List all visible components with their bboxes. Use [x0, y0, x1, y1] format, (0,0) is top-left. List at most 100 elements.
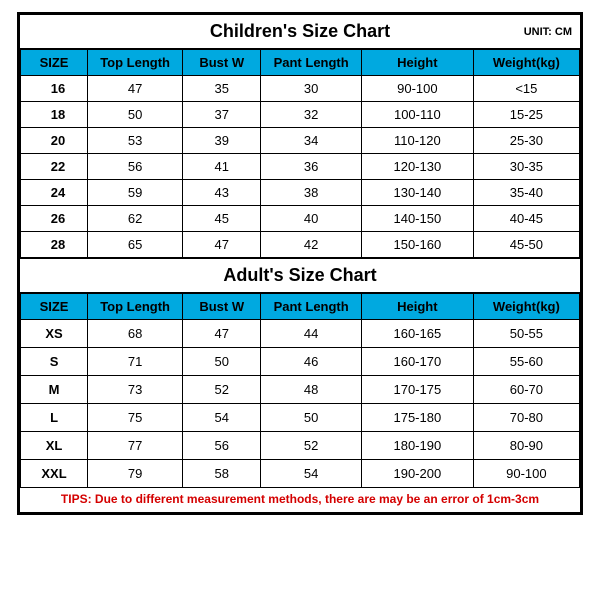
value-cell: 54	[183, 404, 261, 432]
value-cell: 120-130	[361, 154, 473, 180]
value-cell: 50-55	[473, 320, 579, 348]
column-header: SIZE	[21, 50, 88, 76]
size-cell: 18	[21, 102, 88, 128]
size-cell: 28	[21, 232, 88, 258]
value-cell: 52	[183, 376, 261, 404]
value-cell: 52	[261, 432, 362, 460]
value-cell: 48	[261, 376, 362, 404]
value-cell: 37	[183, 102, 261, 128]
value-cell: 55-60	[473, 348, 579, 376]
value-cell: 90-100	[473, 460, 579, 488]
value-cell: 45-50	[473, 232, 579, 258]
value-cell: 180-190	[361, 432, 473, 460]
adult-table-body: XS684744160-16550-55S715046160-17055-60M…	[21, 320, 580, 488]
table-row: 20533934110-12025-30	[21, 128, 580, 154]
value-cell: 150-160	[361, 232, 473, 258]
size-cell: XS	[21, 320, 88, 348]
column-header: Weight(kg)	[473, 294, 579, 320]
size-cell: XXL	[21, 460, 88, 488]
adult-chart-title-bar: Adult's Size Chart	[20, 258, 580, 293]
value-cell: 75	[88, 404, 183, 432]
value-cell: 60-70	[473, 376, 579, 404]
value-cell: 30-35	[473, 154, 579, 180]
size-cell: 24	[21, 180, 88, 206]
table-row: XL775652180-19080-90	[21, 432, 580, 460]
table-header-row: SIZETop LengthBust WPant LengthHeightWei…	[21, 294, 580, 320]
value-cell: 43	[183, 180, 261, 206]
value-cell: 38	[261, 180, 362, 206]
value-cell: 25-30	[473, 128, 579, 154]
adult-table-head: SIZETop LengthBust WPant LengthHeightWei…	[21, 294, 580, 320]
children-table-head: SIZETop LengthBust WPant LengthHeightWei…	[21, 50, 580, 76]
value-cell: 56	[88, 154, 183, 180]
value-cell: 30	[261, 76, 362, 102]
value-cell: 110-120	[361, 128, 473, 154]
value-cell: 35	[183, 76, 261, 102]
value-cell: 62	[88, 206, 183, 232]
unit-label: UNIT: CM	[524, 26, 572, 38]
value-cell: 40-45	[473, 206, 579, 232]
size-cell: 20	[21, 128, 88, 154]
column-header: SIZE	[21, 294, 88, 320]
table-row: XS684744160-16550-55	[21, 320, 580, 348]
value-cell: 90-100	[361, 76, 473, 102]
table-row: 24594338130-14035-40	[21, 180, 580, 206]
value-cell: 41	[183, 154, 261, 180]
value-cell: 50	[261, 404, 362, 432]
table-header-row: SIZETop LengthBust WPant LengthHeightWei…	[21, 50, 580, 76]
column-header: Top Length	[88, 294, 183, 320]
tips-note: TIPS: Due to different measurement metho…	[20, 488, 580, 512]
table-row: L755450175-18070-80	[21, 404, 580, 432]
size-cell: S	[21, 348, 88, 376]
value-cell: 170-175	[361, 376, 473, 404]
value-cell: 70-80	[473, 404, 579, 432]
value-cell: 47	[183, 232, 261, 258]
children-chart-title-bar: Children's Size Chart UNIT: CM	[20, 15, 580, 49]
value-cell: 50	[183, 348, 261, 376]
value-cell: 53	[88, 128, 183, 154]
column-header: Weight(kg)	[473, 50, 579, 76]
column-header: Top Length	[88, 50, 183, 76]
value-cell: 36	[261, 154, 362, 180]
value-cell: 77	[88, 432, 183, 460]
table-row: S715046160-17055-60	[21, 348, 580, 376]
value-cell: 46	[261, 348, 362, 376]
adult-size-table: SIZETop LengthBust WPant LengthHeightWei…	[20, 293, 580, 488]
value-cell: 175-180	[361, 404, 473, 432]
children-chart-title: Children's Size Chart	[210, 21, 390, 41]
value-cell: 54	[261, 460, 362, 488]
value-cell: <15	[473, 76, 579, 102]
table-row: XXL795854190-20090-100	[21, 460, 580, 488]
adult-chart-title: Adult's Size Chart	[223, 265, 376, 285]
value-cell: 47	[88, 76, 183, 102]
table-row: 28654742150-16045-50	[21, 232, 580, 258]
table-row: 26624540140-15040-45	[21, 206, 580, 232]
value-cell: 32	[261, 102, 362, 128]
size-chart-container: Children's Size Chart UNIT: CM SIZETop L…	[17, 12, 583, 515]
value-cell: 50	[88, 102, 183, 128]
value-cell: 59	[88, 180, 183, 206]
children-size-table: SIZETop LengthBust WPant LengthHeightWei…	[20, 49, 580, 258]
value-cell: 80-90	[473, 432, 579, 460]
value-cell: 73	[88, 376, 183, 404]
column-header: Pant Length	[261, 294, 362, 320]
value-cell: 47	[183, 320, 261, 348]
size-cell: 16	[21, 76, 88, 102]
value-cell: 56	[183, 432, 261, 460]
value-cell: 65	[88, 232, 183, 258]
value-cell: 140-150	[361, 206, 473, 232]
column-header: Bust W	[183, 294, 261, 320]
value-cell: 35-40	[473, 180, 579, 206]
value-cell: 68	[88, 320, 183, 348]
column-header: Pant Length	[261, 50, 362, 76]
value-cell: 71	[88, 348, 183, 376]
value-cell: 45	[183, 206, 261, 232]
value-cell: 160-170	[361, 348, 473, 376]
value-cell: 160-165	[361, 320, 473, 348]
value-cell: 58	[183, 460, 261, 488]
value-cell: 15-25	[473, 102, 579, 128]
value-cell: 42	[261, 232, 362, 258]
size-cell: L	[21, 404, 88, 432]
value-cell: 39	[183, 128, 261, 154]
children-table-body: 1647353090-100<1518503732100-11015-25205…	[21, 76, 580, 258]
